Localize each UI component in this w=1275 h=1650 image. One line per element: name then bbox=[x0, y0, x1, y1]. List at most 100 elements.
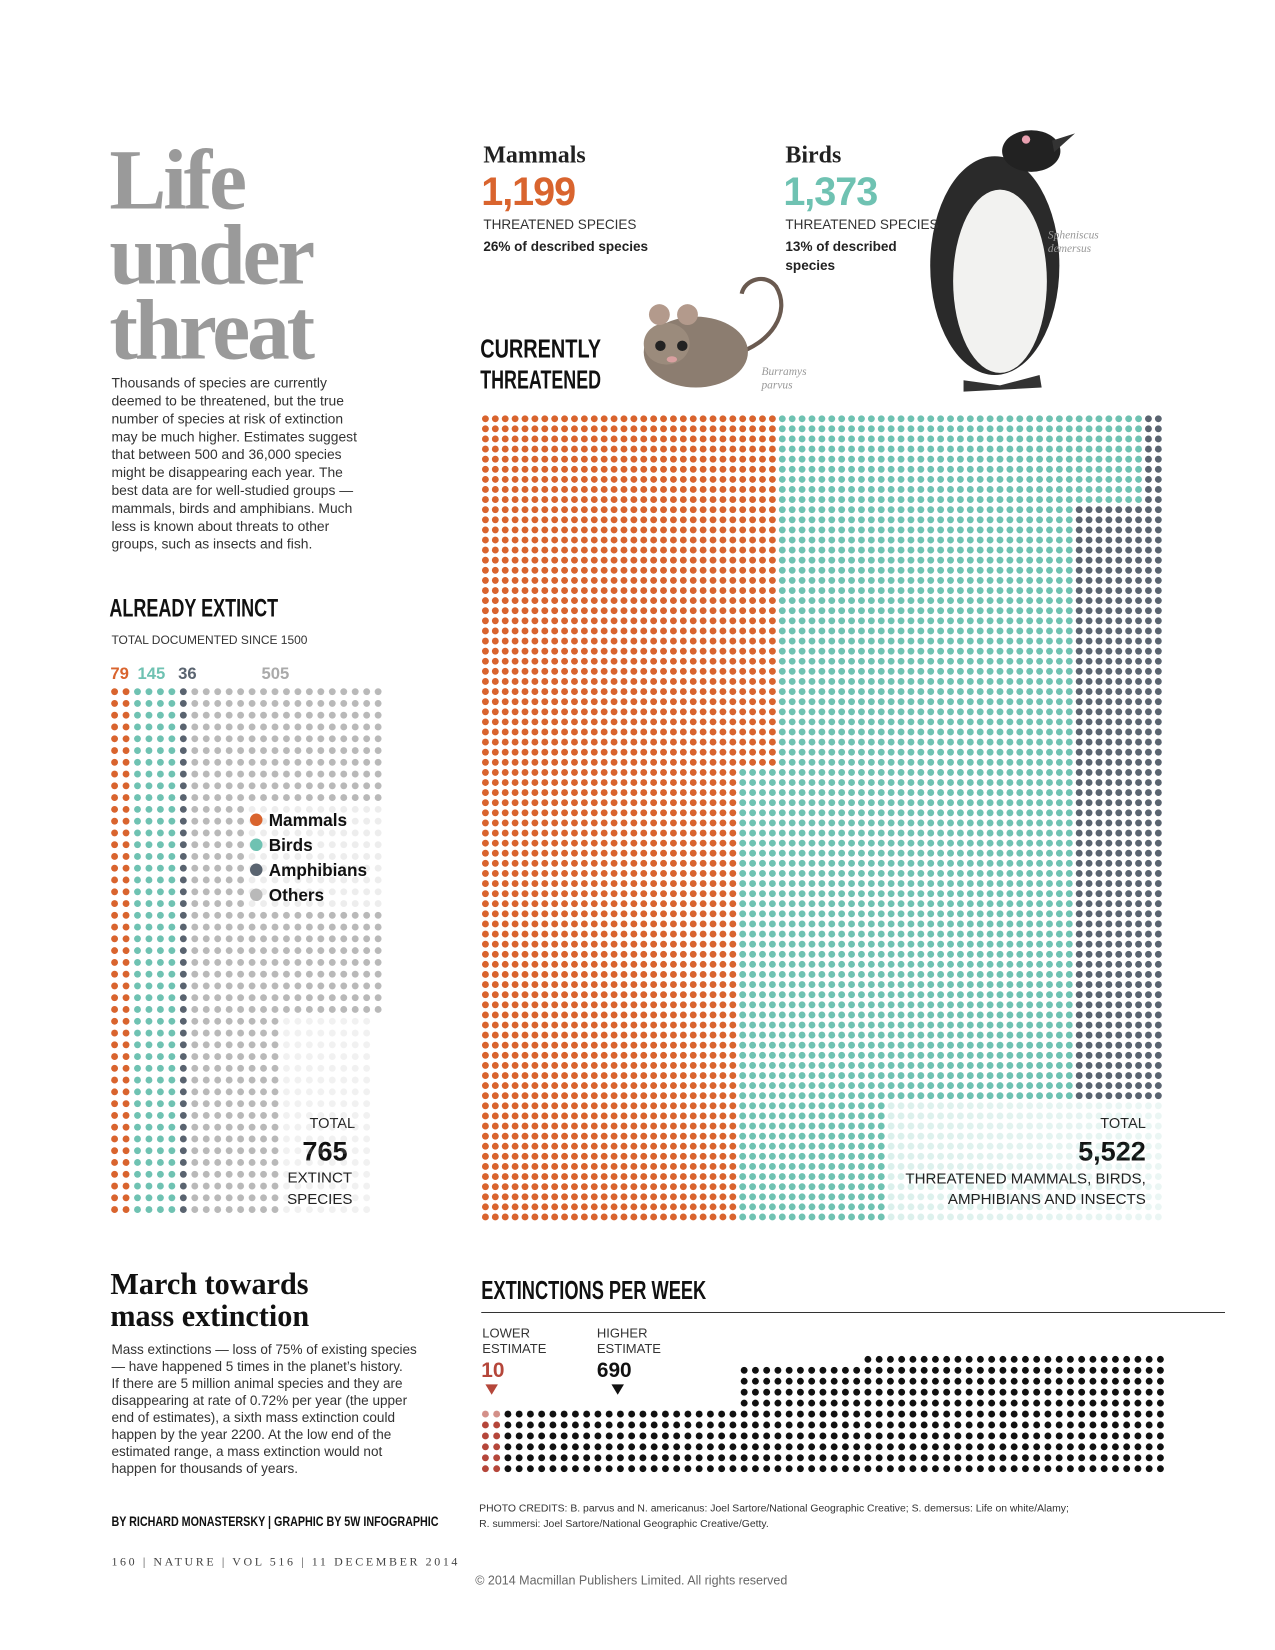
threatened-dot bbox=[481, 455, 489, 463]
threatened-dot bbox=[858, 1041, 865, 1049]
threatened-dot bbox=[818, 556, 826, 564]
threatened-dot bbox=[768, 445, 776, 453]
threatened-dot bbox=[956, 455, 964, 463]
threatened-dot bbox=[1154, 1072, 1162, 1079]
threatened-dot bbox=[1026, 1051, 1034, 1059]
threatened-dot bbox=[1016, 475, 1024, 483]
threatened-dot bbox=[976, 829, 984, 837]
threatened-dot bbox=[956, 940, 964, 948]
threatened-dot bbox=[739, 991, 747, 999]
threatened-dot bbox=[1154, 1112, 1162, 1120]
threatened-dot bbox=[848, 546, 855, 554]
threatened-dot bbox=[897, 880, 905, 887]
threatened-dot bbox=[956, 991, 964, 999]
threatened-dot bbox=[1105, 789, 1113, 797]
threatened-dot bbox=[937, 637, 945, 645]
threatened-dot bbox=[897, 465, 905, 473]
threatened-dot bbox=[541, 930, 549, 938]
threatened-dot bbox=[521, 748, 529, 756]
threatened-dot bbox=[867, 799, 875, 807]
threatened-dot bbox=[818, 678, 826, 685]
threatened-dot bbox=[561, 991, 569, 999]
threatened-dot bbox=[877, 435, 885, 443]
threatened-dot bbox=[867, 425, 875, 433]
threatened-dot bbox=[551, 708, 559, 716]
threatened-dot bbox=[1125, 415, 1133, 423]
threatened-dot bbox=[818, 718, 826, 726]
threatened-dot bbox=[580, 597, 588, 605]
threatened-dot bbox=[768, 475, 776, 483]
threatened-dot bbox=[1115, 981, 1123, 989]
threatened-dot bbox=[580, 1082, 588, 1090]
threatened-dot bbox=[739, 1041, 747, 1049]
threatened-dot bbox=[808, 900, 816, 908]
threatened-dot bbox=[828, 698, 836, 706]
threatened-dot bbox=[976, 566, 984, 574]
threatened-dot bbox=[571, 1051, 578, 1059]
threatened-dot bbox=[947, 930, 954, 938]
threatened-dot bbox=[897, 556, 905, 564]
threatened-dot bbox=[1115, 971, 1123, 978]
threatened-dot bbox=[1085, 1082, 1093, 1090]
threatened-dot bbox=[907, 587, 915, 594]
threatened-dot bbox=[1055, 536, 1063, 544]
threatened-dot bbox=[996, 1092, 1004, 1100]
threatened-dot bbox=[917, 859, 925, 867]
threatened-dot bbox=[580, 900, 588, 908]
threatened-dot bbox=[1154, 920, 1162, 928]
threatened-dot bbox=[689, 637, 697, 645]
threatened-dot bbox=[679, 566, 687, 574]
threatened-dot bbox=[521, 900, 529, 908]
threatened-dot bbox=[867, 566, 875, 574]
threatened-dot bbox=[551, 506, 559, 514]
threatened-dot bbox=[1085, 566, 1093, 574]
threatened-dot bbox=[670, 1102, 677, 1110]
threatened-dot bbox=[689, 1132, 697, 1140]
threatened-dot bbox=[1055, 415, 1063, 423]
threatened-dot bbox=[1115, 1051, 1123, 1059]
threatened-dot bbox=[897, 637, 905, 645]
threatened-dot bbox=[917, 1112, 925, 1120]
threatened-dot bbox=[551, 910, 559, 918]
threatened-dot bbox=[778, 819, 786, 827]
threatened-dot bbox=[689, 880, 697, 887]
threatened-dot bbox=[640, 465, 648, 473]
threatened-dot bbox=[1095, 678, 1103, 685]
threatened-dot bbox=[808, 465, 816, 473]
threatened-dot bbox=[788, 870, 796, 877]
threatened-dot bbox=[561, 425, 569, 433]
threatened-dot bbox=[1154, 617, 1162, 625]
threatened-dot bbox=[947, 779, 954, 786]
threatened-dot bbox=[768, 667, 776, 675]
threatened-dot bbox=[670, 1072, 677, 1079]
threatened-dot bbox=[907, 667, 915, 675]
threatened-dot bbox=[1016, 728, 1024, 736]
threatened-dot bbox=[877, 819, 885, 827]
threatened-dot bbox=[719, 546, 727, 554]
threatened-dot bbox=[1145, 940, 1152, 948]
threatened-dot bbox=[1095, 1031, 1103, 1039]
threatened-dot bbox=[867, 880, 875, 887]
threatened-dot bbox=[531, 1011, 539, 1019]
threatened-dot bbox=[670, 768, 677, 776]
threatened-dot bbox=[778, 486, 786, 493]
mammals-name: Mammals bbox=[483, 143, 585, 169]
threatened-dot bbox=[1085, 991, 1093, 999]
threatened-dot bbox=[828, 758, 836, 766]
threatened-dot bbox=[749, 910, 757, 918]
threatened-dot bbox=[719, 748, 727, 756]
threatened-dot bbox=[947, 718, 954, 726]
threatened-dot bbox=[679, 667, 687, 675]
threatened-dot bbox=[828, 799, 836, 807]
threatened-dot bbox=[689, 960, 697, 968]
threatened-dot bbox=[1046, 516, 1053, 524]
threatened-dot bbox=[1026, 950, 1034, 958]
threatened-dot bbox=[620, 597, 628, 605]
threatened-dot bbox=[1065, 981, 1073, 989]
threatened-dot bbox=[838, 536, 846, 544]
threatened-dot bbox=[1016, 859, 1024, 867]
threatened-dot bbox=[768, 1072, 776, 1079]
threatened-dot bbox=[1125, 1051, 1133, 1059]
threatened-dot bbox=[1085, 657, 1093, 665]
threatened-dot bbox=[521, 607, 529, 615]
